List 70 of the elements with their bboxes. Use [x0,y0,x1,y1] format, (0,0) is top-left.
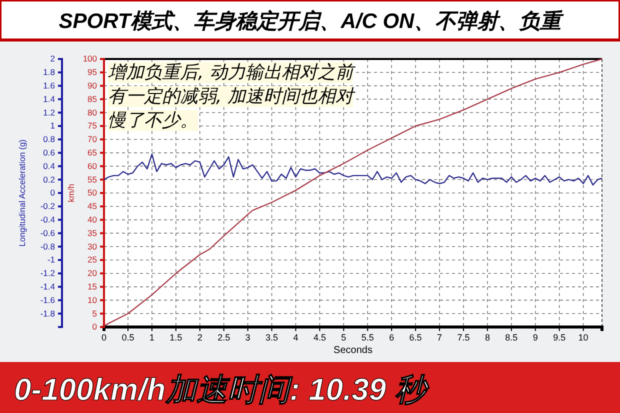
y-tick-label: 2 [50,54,56,64]
y-tick-label: -0.8 [40,241,56,252]
y2-tick-label: 80 [88,107,98,118]
y-tick-label: 1.6 [43,80,56,91]
y2-tick-label: 0 [92,322,98,332]
y-tick-label: 0.6 [43,148,56,158]
y-tick-label: -0.2 [40,201,56,212]
x-tick-label: 4.5 [313,332,326,342]
chart-title: SPORT模式、车身稳定开启、A/C ON、不弹射、负重 [58,9,564,33]
y2-tick-label: 75 [88,120,98,131]
y2-tick-label: 40 [88,214,98,225]
y-tick-label: -1.8 [40,308,56,318]
y2-tick-label: 20 [88,268,98,278]
x-tick-label: 9 [532,332,538,342]
y-tick-label: -1.2 [40,268,56,278]
x-tick-label: 0 [101,332,107,342]
y2-tick-label: 50 [88,188,98,198]
x-tick-label: 2 [197,332,202,342]
y2-tick-label: 95 [88,67,98,78]
y2-tick-label: 65 [88,148,98,158]
y2-tick-label: 90 [88,80,98,91]
y2-tick-label: 85 [88,94,98,104]
annotation: 增加负重后, 动力输出相对之前有一定的减弱, 加速时间也相对慢了不少。 [108,62,354,131]
y-axis-title: Longitudinal Acceleration (g) [17,139,27,247]
x-tick-label: 3 [245,332,250,342]
x-tick-label: 5 [341,332,346,342]
y2-tick-label: 70 [88,134,98,144]
y-tick-label: -1 [47,254,56,265]
x-tick-label: 10 [578,332,588,342]
x-tick-label: 8.5 [505,332,518,342]
x-tick-label: 0.5 [122,332,134,342]
text: 0-100km/h加速时间: 10.39 秒 [14,372,430,407]
y-tick-label: 0.4 [43,160,56,171]
y-tick-label: 0.8 [43,134,56,144]
y-tick-label: 1.8 [43,67,56,78]
x-tick-label: 2.5 [218,332,230,342]
x-tick-label: 4 [293,332,298,342]
x-tick-label: 6.5 [409,332,422,342]
x-tick-label: 1.5 [170,332,182,342]
x-tick-label: 7.5 [457,332,470,342]
y2-tick-label: 25 [88,254,98,265]
line-series [103,58,603,326]
y-tick-label: 1 [50,120,56,131]
x-tick-label: 8 [484,332,490,342]
x-tick-label: 3.5 [266,332,278,342]
y2-tick-label: 55 [88,174,98,184]
y-tick-label: -1.6 [40,294,56,305]
y-tick-label: -0.4 [40,214,56,225]
y-tick-label: 0.2 [43,174,56,184]
x-tick-label: 6 [389,332,394,342]
y2-tick-label: 10 [88,294,98,305]
y2-tick-label: 35 [88,228,98,238]
x-tick-label: 1 [149,332,154,342]
x-axis-title: Seconds [334,345,372,356]
y-tick-label: -1.4 [40,282,56,292]
y-tick-label: -0.6 [40,228,56,238]
y2-tick-label: 60 [88,160,98,171]
y2-axis-title: km/h [66,184,76,202]
y-tick-label: 1.4 [43,94,56,104]
y2-tick-label: 5 [92,308,98,318]
x-tick-label: 9.5 [553,332,566,342]
y2-tick-label: 100 [82,54,98,64]
x-tick-label: 5.5 [361,332,374,342]
y-tick-label: 0 [50,188,56,198]
line-series [103,154,603,186]
y2-tick-label: 30 [88,241,98,252]
y2-tick-label: 15 [88,282,98,292]
y2-tick-label: 45 [88,201,98,212]
y-tick-label: 1.2 [43,107,56,118]
x-tick-label: 7 [437,332,442,342]
